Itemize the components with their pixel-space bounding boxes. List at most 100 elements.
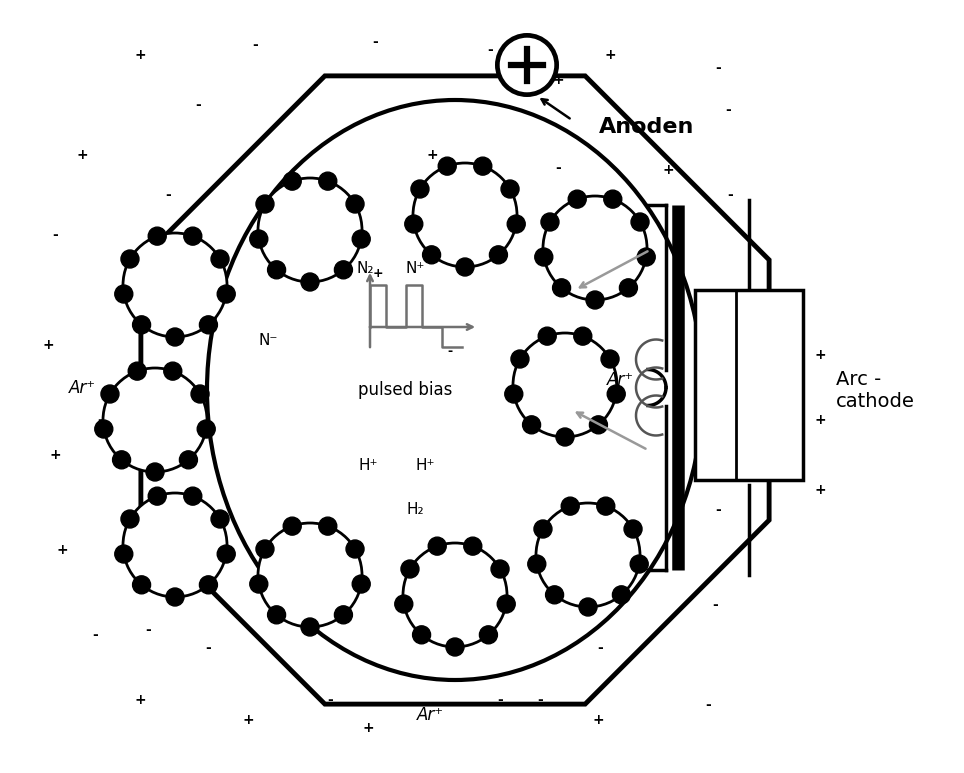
Circle shape: [94, 420, 113, 438]
Text: +: +: [815, 348, 826, 362]
Circle shape: [217, 285, 235, 303]
Circle shape: [597, 497, 615, 515]
Circle shape: [497, 595, 515, 613]
Circle shape: [133, 316, 150, 334]
Circle shape: [166, 588, 184, 606]
Circle shape: [217, 545, 235, 563]
Text: -: -: [195, 98, 201, 112]
Circle shape: [120, 250, 139, 268]
Text: -: -: [487, 43, 493, 57]
Circle shape: [211, 250, 229, 268]
Circle shape: [552, 279, 571, 297]
Circle shape: [164, 362, 182, 380]
Circle shape: [490, 246, 507, 264]
Circle shape: [546, 586, 564, 604]
Circle shape: [422, 246, 441, 264]
Circle shape: [534, 520, 552, 538]
Text: +: +: [662, 163, 674, 177]
Circle shape: [184, 487, 201, 505]
Circle shape: [191, 385, 209, 403]
Circle shape: [413, 163, 517, 267]
Text: +: +: [134, 48, 146, 62]
Text: -: -: [497, 693, 503, 707]
Circle shape: [561, 497, 579, 515]
Circle shape: [401, 560, 419, 578]
Text: +: +: [592, 713, 603, 727]
Circle shape: [103, 368, 207, 472]
Circle shape: [513, 333, 617, 437]
Circle shape: [579, 598, 597, 616]
Text: pulsed bias: pulsed bias: [358, 381, 452, 399]
Circle shape: [574, 327, 592, 345]
Text: -: -: [93, 628, 98, 642]
Text: +: +: [722, 293, 734, 307]
Text: H₂: H₂: [406, 502, 424, 517]
Ellipse shape: [207, 100, 703, 680]
Circle shape: [413, 626, 431, 644]
Text: +: +: [815, 413, 826, 427]
Circle shape: [527, 555, 546, 573]
Text: +: +: [242, 713, 254, 727]
Circle shape: [128, 362, 147, 380]
Text: Ar⁺: Ar⁺: [68, 379, 95, 397]
Circle shape: [123, 493, 227, 597]
Text: -: -: [597, 641, 602, 655]
Circle shape: [200, 576, 218, 594]
Circle shape: [456, 258, 474, 276]
Circle shape: [522, 416, 541, 434]
Text: -: -: [205, 641, 211, 655]
Circle shape: [637, 248, 656, 266]
Circle shape: [211, 510, 229, 528]
Circle shape: [479, 626, 497, 644]
Circle shape: [538, 327, 556, 345]
Circle shape: [250, 575, 268, 593]
Polygon shape: [141, 76, 769, 704]
Circle shape: [258, 178, 362, 282]
Circle shape: [148, 227, 166, 245]
Text: -: -: [537, 693, 543, 707]
Circle shape: [536, 503, 640, 607]
Circle shape: [499, 37, 555, 93]
Circle shape: [148, 487, 166, 505]
Circle shape: [120, 510, 139, 528]
Text: -: -: [447, 345, 452, 358]
Text: -: -: [52, 228, 58, 242]
Circle shape: [101, 385, 119, 403]
Text: +: +: [719, 408, 731, 422]
Text: +: +: [76, 148, 88, 162]
Circle shape: [346, 195, 364, 213]
Circle shape: [335, 606, 353, 624]
Text: +: +: [604, 48, 616, 62]
Circle shape: [603, 190, 622, 208]
Circle shape: [403, 543, 507, 647]
Text: -: -: [715, 503, 721, 517]
Text: -: -: [727, 188, 733, 202]
Text: -: -: [712, 598, 718, 612]
Circle shape: [166, 328, 184, 346]
Circle shape: [319, 172, 336, 190]
Circle shape: [146, 463, 164, 481]
Text: H⁺: H⁺: [359, 458, 378, 472]
Text: Anoden: Anoden: [600, 117, 695, 137]
Circle shape: [501, 180, 519, 198]
Circle shape: [601, 350, 619, 368]
Circle shape: [556, 428, 574, 446]
Circle shape: [612, 586, 630, 604]
Text: +: +: [373, 267, 384, 280]
Text: -: -: [146, 623, 151, 637]
Circle shape: [352, 230, 370, 248]
Circle shape: [200, 316, 218, 334]
Text: Ar⁺: Ar⁺: [416, 706, 443, 724]
Circle shape: [346, 540, 364, 558]
Circle shape: [301, 618, 319, 636]
Text: N⁻: N⁻: [258, 332, 278, 348]
Text: -: -: [715, 61, 721, 75]
Circle shape: [258, 523, 362, 627]
Circle shape: [586, 291, 604, 309]
Text: +: +: [42, 338, 54, 352]
Text: +: +: [49, 448, 61, 462]
Circle shape: [505, 385, 522, 403]
Circle shape: [511, 350, 529, 368]
Circle shape: [395, 595, 413, 613]
Text: -: -: [253, 38, 258, 52]
